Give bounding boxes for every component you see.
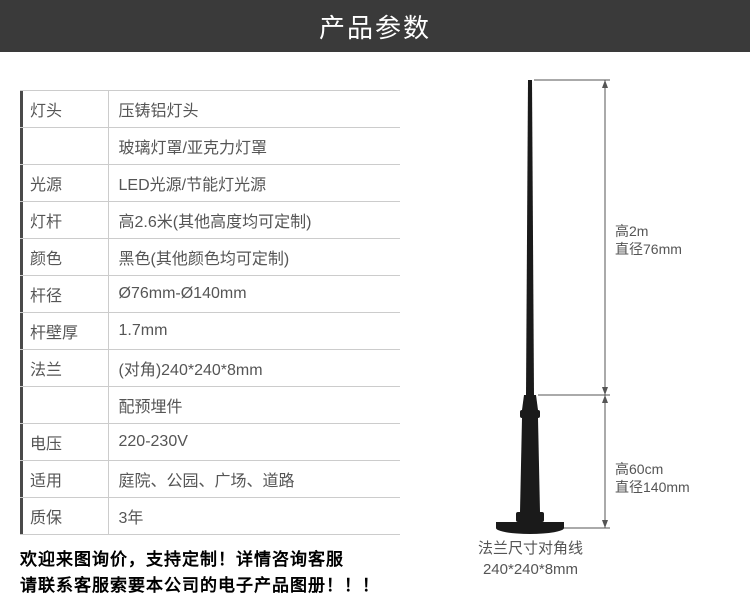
table-row: 颜色黑色(其他颜色均可定制) (20, 239, 400, 276)
dim-upper-l2: 直径76mm (615, 240, 682, 258)
spec-label: 杆径 (20, 276, 108, 313)
spec-table-area: 灯头压铸铝灯头玻璃灯罩/亚克力灯罩光源LED光源/节能灯光源灯杆高2.6米(其他… (0, 90, 400, 598)
spec-value: Ø76mm-Ø140mm (108, 276, 400, 313)
spec-label: 电压 (20, 424, 108, 461)
table-row: 质保 3年 (20, 498, 400, 535)
table-row: 杆径 Ø76mm-Ø140mm (20, 276, 400, 313)
spec-value: 配预埋件 (108, 387, 400, 424)
footer-line2: 请联系客服索要本公司的电子产品图册！！！ (20, 573, 400, 598)
footer-note: 欢迎来图询价，支持定制！详情咨询客服 请联系客服索要本公司的电子产品图册！！！ (20, 547, 400, 598)
dim-lower: 高60cm 直径140mm (615, 460, 690, 496)
spec-value: 庭院、公园、广场、道路 (108, 461, 400, 498)
spec-label: 颜色 (20, 239, 108, 276)
dim-lower-l2: 直径140mm (615, 478, 690, 496)
spec-label: 光源 (20, 165, 108, 202)
diagram-area: 高2m 直径76mm 高60cm 直径140mm 法兰尺寸对角线 240*240… (400, 90, 750, 598)
spec-label: 适用 (20, 461, 108, 498)
dim-lower-l1: 高60cm (615, 460, 690, 478)
header-bar: 产品参数 (0, 0, 750, 52)
pole-diagram (460, 70, 680, 580)
spec-value: 220-230V (108, 424, 400, 461)
dim-bottom-l1: 法兰尺寸对角线 (478, 538, 583, 559)
spec-value: 玻璃灯罩/亚克力灯罩 (108, 128, 400, 165)
header-title: 产品参数 (319, 8, 431, 45)
table-row: 灯杆高2.6米(其他高度均可定制) (20, 202, 400, 239)
spec-value: 3年 (108, 498, 400, 535)
dim-bottom: 法兰尺寸对角线 240*240*8mm (478, 538, 583, 580)
spec-value: 压铸铝灯头 (108, 91, 400, 128)
spec-value: 高2.6米(其他高度均可定制) (108, 202, 400, 239)
table-row: 法兰(对角)240*240*8mm (20, 350, 400, 387)
table-row: 灯头压铸铝灯头 (20, 91, 400, 128)
spec-label: 法兰 (20, 350, 108, 387)
table-row: 光源LED光源/节能灯光源 (20, 165, 400, 202)
table-row: 适用 庭院、公园、广场、道路 (20, 461, 400, 498)
footer-line1: 欢迎来图询价，支持定制！详情咨询客服 (20, 547, 400, 573)
content-wrap: 灯头压铸铝灯头玻璃灯罩/亚克力灯罩光源LED光源/节能灯光源灯杆高2.6米(其他… (0, 52, 750, 598)
spec-label: 质保 (20, 498, 108, 535)
dim-upper-l1: 高2m (615, 222, 682, 240)
table-row: 玻璃灯罩/亚克力灯罩 (20, 128, 400, 165)
spec-label (20, 387, 108, 424)
dim-upper: 高2m 直径76mm (615, 222, 682, 258)
spec-table: 灯头压铸铝灯头玻璃灯罩/亚克力灯罩光源LED光源/节能灯光源灯杆高2.6米(其他… (20, 90, 400, 535)
spec-label: 灯杆 (20, 202, 108, 239)
table-row: 电压 220-230V (20, 424, 400, 461)
dim-bottom-l2: 240*240*8mm (478, 559, 583, 580)
table-row: 杆壁厚 1.7mm (20, 313, 400, 350)
table-row: 配预埋件 (20, 387, 400, 424)
spec-label: 杆壁厚 (20, 313, 108, 350)
spec-value: (对角)240*240*8mm (108, 350, 400, 387)
spec-value: 黑色(其他颜色均可定制) (108, 239, 400, 276)
spec-label: 灯头 (20, 91, 108, 128)
spec-value: 1.7mm (108, 313, 400, 350)
spec-value: LED光源/节能灯光源 (108, 165, 400, 202)
spec-label (20, 128, 108, 165)
